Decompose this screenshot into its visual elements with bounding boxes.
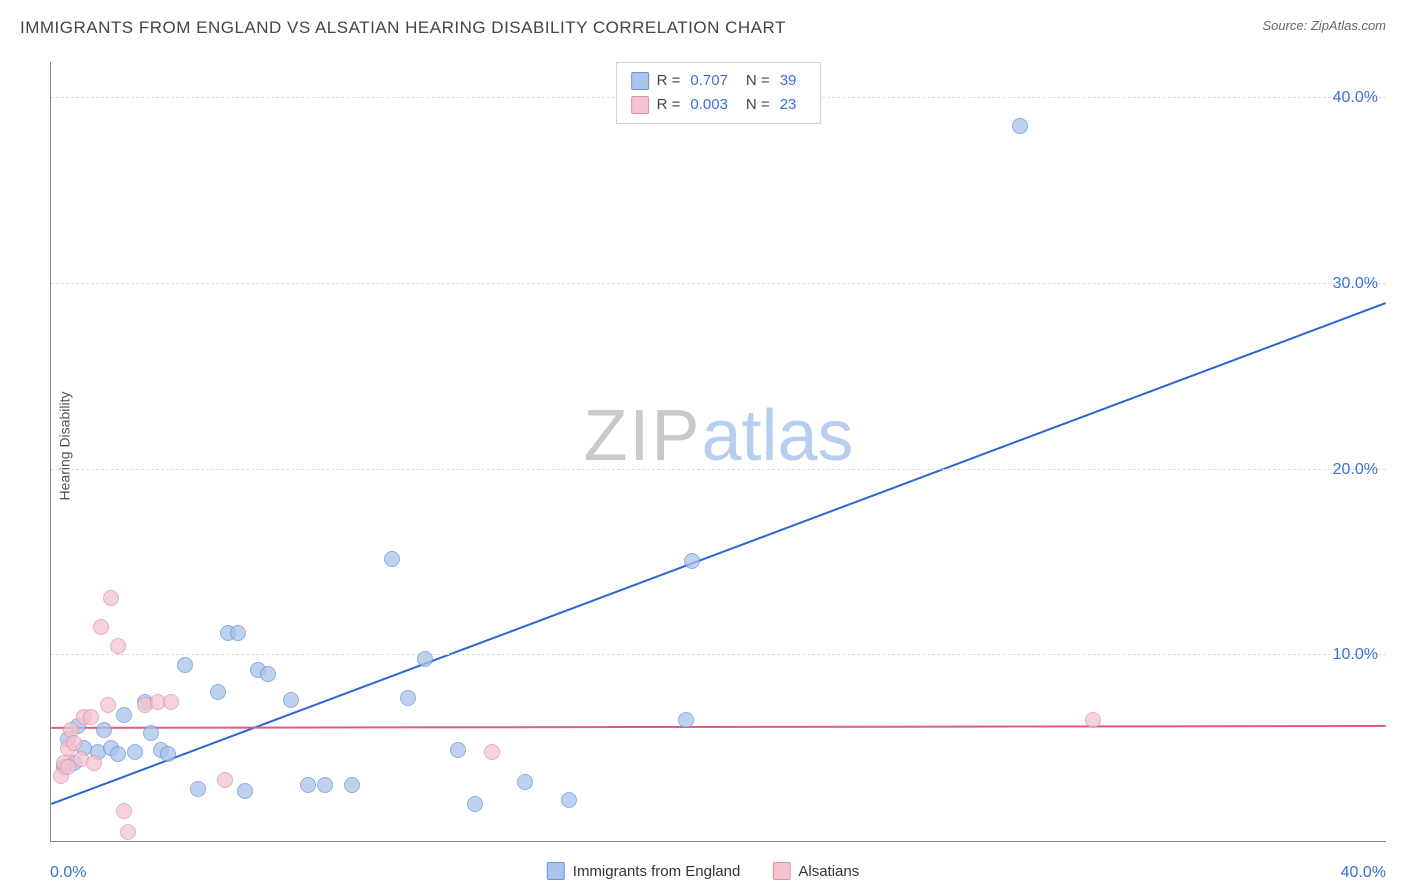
r-value: 0.003	[690, 93, 728, 117]
legend-swatch-blue	[547, 862, 565, 880]
data-point	[210, 684, 226, 700]
data-point	[317, 777, 333, 793]
series-legend: Immigrants from England Alsatians	[547, 862, 859, 880]
x-tick-min: 0.0%	[50, 864, 86, 882]
legend-item: Alsatians	[772, 862, 859, 880]
r-value: 0.707	[690, 69, 728, 93]
data-point	[160, 746, 176, 762]
data-point	[143, 725, 159, 741]
source-attribution: Source: ZipAtlas.com	[1262, 18, 1386, 33]
data-point	[300, 777, 316, 793]
gridline	[51, 283, 1386, 284]
data-point	[163, 694, 179, 710]
data-point	[96, 722, 112, 738]
legend-label: Immigrants from England	[573, 863, 741, 880]
data-point	[190, 781, 206, 797]
data-point	[66, 735, 82, 751]
gridline	[51, 654, 1386, 655]
data-point	[127, 744, 143, 760]
data-point	[103, 590, 119, 606]
data-point	[116, 803, 132, 819]
y-tick-label: 20.0%	[1333, 461, 1378, 479]
n-value: 39	[780, 69, 797, 93]
data-point	[400, 690, 416, 706]
stats-legend: R = 0.707 N = 39 R = 0.003 N = 23	[616, 62, 822, 124]
legend-item: Immigrants from England	[547, 862, 741, 880]
legend-swatch-pink	[772, 862, 790, 880]
data-point	[86, 755, 102, 771]
data-point	[230, 625, 246, 641]
n-value: 23	[780, 93, 797, 117]
trend-lines	[51, 62, 1386, 841]
data-point	[110, 638, 126, 654]
data-point	[1012, 118, 1028, 134]
data-point	[283, 692, 299, 708]
data-point	[678, 712, 694, 728]
legend-swatch-blue	[631, 72, 649, 90]
data-point	[1085, 712, 1101, 728]
gridline	[51, 469, 1386, 470]
scatter-plot: ZIPatlas R = 0.707 N = 39 R = 0.003 N = …	[50, 62, 1386, 842]
data-point	[120, 824, 136, 840]
legend-swatch-pink	[631, 96, 649, 114]
data-point	[237, 783, 253, 799]
header: IMMIGRANTS FROM ENGLAND VS ALSATIAN HEAR…	[20, 18, 1386, 38]
data-point	[450, 742, 466, 758]
y-tick-label: 10.0%	[1333, 646, 1378, 664]
data-point	[384, 551, 400, 567]
legend-label: Alsatians	[798, 863, 859, 880]
data-point	[177, 657, 193, 673]
data-point	[417, 651, 433, 667]
data-point	[561, 792, 577, 808]
watermark: ZIPatlas	[583, 395, 853, 477]
data-point	[467, 796, 483, 812]
x-tick-max: 40.0%	[1341, 864, 1386, 882]
data-point	[344, 777, 360, 793]
data-point	[100, 697, 116, 713]
data-point	[110, 746, 126, 762]
data-point	[93, 619, 109, 635]
data-point	[484, 744, 500, 760]
y-tick-label: 30.0%	[1333, 275, 1378, 293]
y-tick-label: 40.0%	[1333, 89, 1378, 107]
data-point	[116, 707, 132, 723]
chart-title: IMMIGRANTS FROM ENGLAND VS ALSATIAN HEAR…	[20, 18, 786, 38]
data-point	[83, 709, 99, 725]
stats-legend-row: R = 0.707 N = 39	[631, 69, 807, 93]
data-point	[517, 774, 533, 790]
stats-legend-row: R = 0.003 N = 23	[631, 93, 807, 117]
data-point	[260, 666, 276, 682]
data-point	[217, 772, 233, 788]
data-point	[684, 553, 700, 569]
